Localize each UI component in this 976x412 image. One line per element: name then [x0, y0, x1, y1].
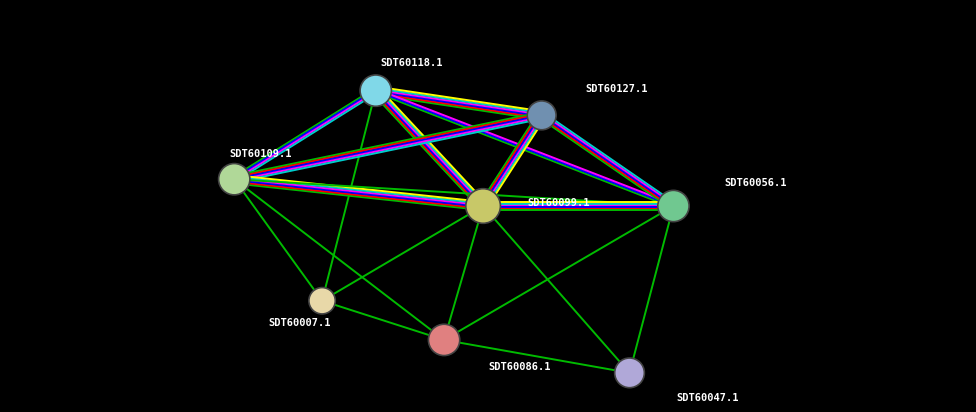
- Ellipse shape: [466, 189, 501, 223]
- Text: SDT60118.1: SDT60118.1: [381, 58, 443, 68]
- Text: SDT60056.1: SDT60056.1: [724, 178, 787, 188]
- Ellipse shape: [527, 101, 556, 130]
- Ellipse shape: [658, 190, 689, 222]
- Text: SDT60086.1: SDT60086.1: [488, 362, 550, 372]
- Text: SDT60127.1: SDT60127.1: [586, 84, 648, 94]
- Text: SDT60099.1: SDT60099.1: [527, 198, 590, 208]
- Text: SDT60109.1: SDT60109.1: [229, 149, 292, 159]
- Ellipse shape: [360, 75, 391, 106]
- Ellipse shape: [219, 164, 250, 195]
- Ellipse shape: [615, 358, 644, 388]
- Ellipse shape: [308, 288, 336, 314]
- Ellipse shape: [428, 324, 460, 356]
- Text: SDT60007.1: SDT60007.1: [268, 318, 331, 328]
- Text: SDT60047.1: SDT60047.1: [676, 393, 739, 403]
